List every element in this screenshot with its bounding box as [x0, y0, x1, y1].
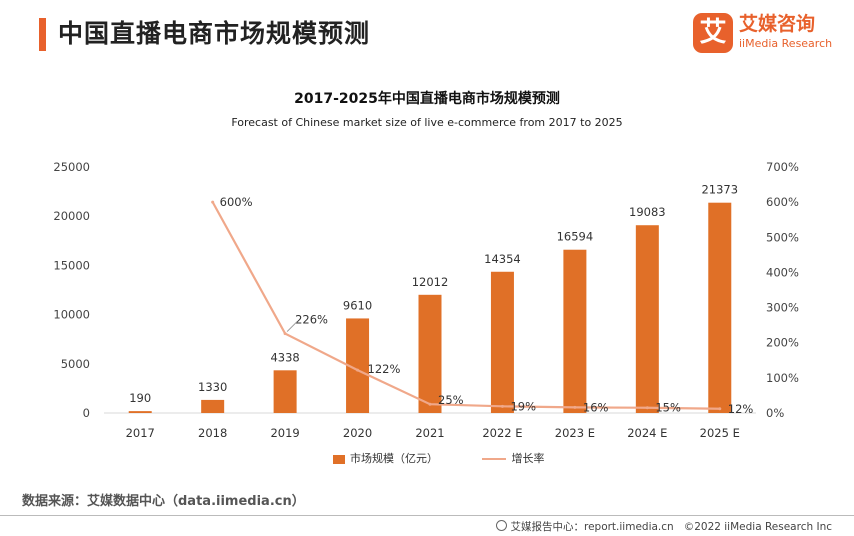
growth-rate-point — [428, 402, 432, 406]
bar-market-size — [635, 225, 659, 413]
growth-rate-point — [500, 404, 504, 408]
y-right-tick-label: 500% — [766, 230, 799, 244]
growth-rate-point — [211, 200, 215, 204]
data-source: 数据来源：艾媒数据中心（data.iimedia.cn） — [22, 494, 305, 509]
y-right-tick-label: 0% — [766, 406, 784, 420]
x-tick-label: 2024 E — [627, 426, 667, 440]
globe-icon — [496, 520, 508, 531]
bar-value-label: 190 — [129, 391, 151, 405]
page-title: 中国直播电商市场规模预测 — [58, 19, 371, 48]
y-left-tick-label: 5000 — [61, 357, 90, 371]
chart-subtitle: Forecast of Chinese market size of live … — [231, 116, 623, 129]
bar-market-size — [563, 249, 587, 413]
x-tick-label: 2019 — [270, 426, 299, 440]
legend-bar-swatch — [333, 454, 345, 464]
x-tick-label: 2018 — [198, 426, 227, 440]
bar-market-size — [346, 318, 370, 413]
bar-market-size — [273, 370, 297, 413]
y-left-tick-label: 15000 — [53, 258, 90, 272]
bar-market-size — [418, 294, 442, 413]
bar-market-size — [708, 202, 732, 413]
legend-bar-label: 市场规模（亿元） — [350, 452, 438, 465]
growth-rate-label: 15% — [655, 401, 681, 415]
y-right-tick-label: 300% — [766, 301, 799, 315]
bar-value-label: 21373 — [701, 183, 738, 197]
growth-rate-point — [283, 332, 287, 336]
bar-market-size — [128, 411, 152, 413]
growth-rate-point — [645, 406, 649, 410]
growth-rate-label: 16% — [583, 400, 609, 414]
y-right-tick-label: 200% — [766, 336, 799, 350]
title-accent-bar — [39, 18, 46, 51]
growth-rate-point — [356, 368, 360, 372]
bar-value-label: 16594 — [557, 230, 594, 244]
brand-name-cn: 艾媒咨询 — [739, 13, 816, 35]
y-right-tick-label: 100% — [766, 371, 799, 385]
x-tick-label: 2022 E — [482, 426, 522, 440]
bar-value-label: 1330 — [198, 380, 227, 394]
x-tick-label: 2020 — [343, 426, 372, 440]
bar-value-label: 9610 — [343, 298, 372, 312]
footer-report-center: 艾媒报告中心：report.iimedia.cn — [510, 521, 674, 533]
growth-rate-label: 600% — [220, 195, 253, 209]
x-tick-label: 2021 — [415, 426, 444, 440]
growth-rate-line — [211, 201, 720, 410]
chart-legend: 市场规模（亿元） 增长率 — [333, 450, 585, 466]
growth-rate-label: 122% — [368, 362, 401, 376]
bar-market-size — [490, 271, 514, 413]
growth-rate-label: 12% — [728, 402, 754, 416]
x-tick-label: 2017 — [126, 426, 155, 440]
growth-rate-point — [718, 407, 722, 411]
chart-title: 2017-2025年中国直播电商市场规模预测 — [294, 91, 560, 107]
footer: 艾媒报告中心：report.iimedia.cn ©2022 iiMedia Re… — [496, 519, 832, 534]
growth-rate-label: 226% — [295, 313, 328, 327]
y-right-tick-label: 700% — [766, 160, 799, 174]
brand-logo: 艾 艾媒咨询 iiMedia Research — [693, 13, 833, 55]
bar-value-label: 4338 — [270, 350, 299, 364]
footer-copyright: ©2022 iiMedia Research Inc — [683, 521, 832, 533]
x-tick-label: 2025 E — [700, 426, 740, 440]
growth-rate-label: 19% — [510, 399, 536, 413]
brand-logo-icon: 艾 — [693, 13, 733, 53]
y-right-tick-label: 600% — [766, 195, 799, 209]
growth-rate-label: 25% — [438, 393, 464, 407]
legend-line-swatch — [481, 458, 506, 460]
bar-value-label: 19083 — [629, 205, 666, 219]
y-left-tick-label: 10000 — [53, 308, 90, 322]
bar-market-size — [201, 399, 225, 413]
growth-rate-point — [573, 405, 577, 409]
x-tick-label: 2023 E — [555, 426, 595, 440]
y-right-tick-label: 400% — [766, 265, 799, 279]
footer-divider — [0, 515, 854, 516]
brand-name-en: iiMedia Research — [739, 37, 833, 50]
label-leader-line — [286, 321, 298, 332]
legend-item-growth-rate: 增长率 — [481, 450, 545, 466]
y-left-tick-label: 25000 — [53, 160, 90, 174]
bar-value-label: 12012 — [412, 275, 449, 289]
legend-line-label: 增长率 — [511, 452, 545, 465]
y-left-tick-label: 0 — [83, 406, 90, 420]
legend-item-market-size: 市场规模（亿元） — [333, 450, 438, 466]
bar-value-label: 14354 — [484, 252, 521, 266]
y-left-tick-label: 20000 — [53, 209, 90, 223]
